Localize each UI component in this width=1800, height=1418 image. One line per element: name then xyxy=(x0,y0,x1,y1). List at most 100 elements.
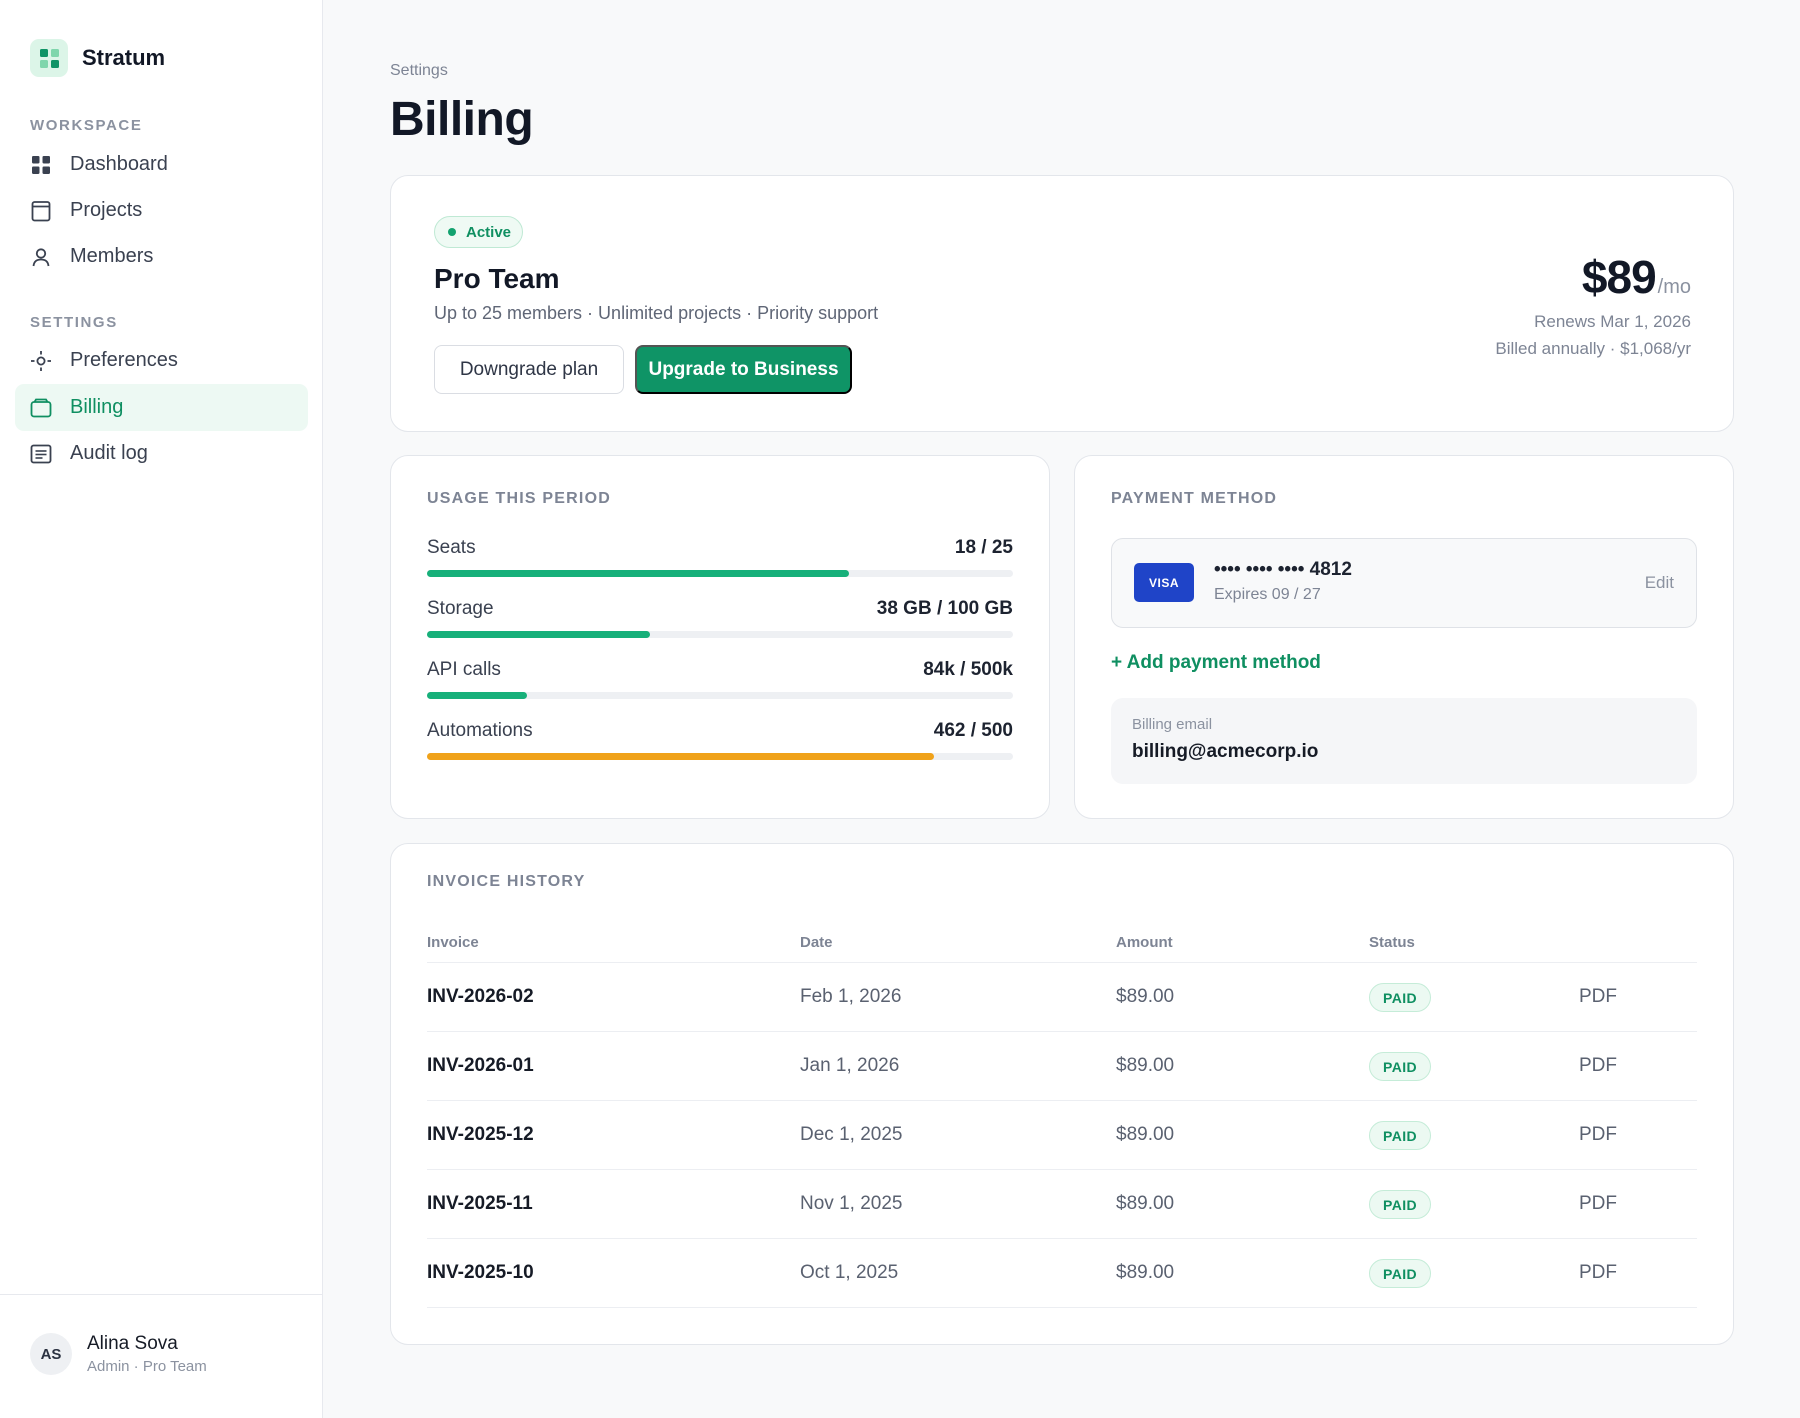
avatar: AS xyxy=(30,1333,72,1375)
payment-card: PAYMENT METHOD VISA •••• •••• •••• 4812 … xyxy=(1074,455,1734,819)
breadcrumb[interactable]: Settings xyxy=(390,62,448,79)
sliders-icon xyxy=(30,350,52,372)
invoice-amount: $89.00 xyxy=(1116,1262,1175,1283)
sidebar-item-label: Projects xyxy=(70,199,143,221)
invoice-date: Oct 1, 2025 xyxy=(800,1262,899,1283)
saved-card: VISA •••• •••• •••• 4812 Expires 09 / 27… xyxy=(1111,538,1697,628)
table-row[interactable]: INV-2025-10 Oct 1, 2025 $89.00 PAID PDF xyxy=(427,1239,1697,1308)
sidebar: Stratum WORKSPACE Dashboard Projects Mem… xyxy=(0,0,323,1418)
invoice-id: INV-2026-02 xyxy=(427,986,534,1007)
status-badge: Active xyxy=(434,216,524,248)
table-row[interactable]: INV-2025-11 Nov 1, 2025 $89.00 PAID PDF xyxy=(427,1170,1697,1239)
usage-value: 18 / 25 xyxy=(954,537,1013,558)
invoice-heading: INVOICE HISTORY xyxy=(427,873,586,890)
app-name: Stratum xyxy=(82,45,166,70)
price-period: /mo xyxy=(1657,276,1691,298)
sidebar-item-billing[interactable]: Billing xyxy=(15,384,308,431)
column-header-date: Date xyxy=(800,934,833,951)
wallet-icon xyxy=(30,397,52,419)
invoice-amount: $89.00 xyxy=(1116,1193,1175,1214)
usage-label: Automations xyxy=(427,720,533,741)
sidebar-item-members[interactable]: Members xyxy=(15,233,308,280)
status-badge: PAID xyxy=(1369,1190,1432,1219)
download-pdf-link[interactable]: PDF xyxy=(1579,1262,1617,1283)
usage-progress-fill xyxy=(427,570,849,577)
usage-progress-fill xyxy=(427,753,935,760)
table-row[interactable]: INV-2026-02 Feb 1, 2026 $89.00 PAID PDF xyxy=(427,963,1697,1032)
upgrade-plan-button[interactable]: Upgrade to Business xyxy=(635,345,852,394)
edit-card-link[interactable]: Edit xyxy=(1644,573,1674,592)
plan-price: $89/mo xyxy=(1582,250,1691,304)
price-amount: $89 xyxy=(1581,251,1657,303)
download-pdf-link[interactable]: PDF xyxy=(1579,1055,1617,1076)
usage-label: API calls xyxy=(427,659,501,680)
card-number: •••• •••• •••• 4812 xyxy=(1214,559,1352,580)
sidebar-divider xyxy=(0,1294,323,1295)
usage-progress-track xyxy=(427,753,1013,760)
invoice-date: Feb 1, 2026 xyxy=(800,986,902,1007)
invoice-amount: $89.00 xyxy=(1116,1124,1175,1145)
status-badge: PAID xyxy=(1369,1259,1432,1288)
download-pdf-link[interactable]: PDF xyxy=(1579,1193,1617,1214)
status-dot-icon xyxy=(448,228,456,236)
plan-name: Pro Team xyxy=(434,263,560,294)
sidebar-item-audit-log[interactable]: Audit log xyxy=(15,430,308,477)
folder-icon xyxy=(30,200,52,222)
plan-features: Up to 25 members · Unlimited projects · … xyxy=(434,303,879,323)
billing-email-box[interactable]: Billing email billing@acmecorp.io xyxy=(1111,698,1697,784)
payment-heading: PAYMENT METHOD xyxy=(1111,490,1278,507)
status-badge: PAID xyxy=(1369,1052,1432,1081)
usage-heading: USAGE THIS PERIOD xyxy=(427,490,611,507)
billing-email-value: billing@acmecorp.io xyxy=(1132,741,1319,762)
table-row[interactable]: INV-2026-01 Jan 1, 2026 $89.00 PAID PDF xyxy=(427,1032,1697,1101)
sidebar-item-projects[interactable]: Projects xyxy=(15,187,308,234)
usage-progress-track xyxy=(427,692,1013,699)
sidebar-item-preferences[interactable]: Preferences xyxy=(15,337,308,384)
renewal-date: Renews Mar 1, 2026 xyxy=(1534,312,1691,331)
add-payment-method-link[interactable]: + Add payment method xyxy=(1111,652,1321,673)
download-pdf-link[interactable]: PDF xyxy=(1579,1124,1617,1145)
invoice-amount: $89.00 xyxy=(1116,986,1175,1007)
usage-value: 38 GB / 100 GB xyxy=(876,598,1013,619)
usage-card: USAGE THIS PERIOD Seats 18 / 25 Storage 38 … xyxy=(390,455,1050,819)
column-header-status: Status xyxy=(1369,934,1415,951)
workspace-heading: WORKSPACE xyxy=(30,117,143,134)
invoice-date: Jan 1, 2026 xyxy=(800,1055,900,1076)
invoice-id: INV-2026-01 xyxy=(427,1055,534,1076)
page-title: Billing xyxy=(390,93,534,146)
usage-progress-fill xyxy=(427,692,527,699)
list-icon xyxy=(30,443,52,465)
usage-label: Storage xyxy=(427,598,494,619)
status-badge: PAID xyxy=(1369,983,1432,1012)
visa-card-icon: VISA xyxy=(1134,563,1194,602)
invoice-date: Nov 1, 2025 xyxy=(800,1193,903,1214)
usage-label: Seats xyxy=(427,537,476,558)
invoice-card: INVOICE HISTORY Invoice Date Amount Stat… xyxy=(390,843,1734,1345)
downgrade-plan-button[interactable]: Downgrade plan xyxy=(434,345,624,394)
invoice-id: INV-2025-10 xyxy=(427,1262,534,1283)
user-role: Admin · Pro Team xyxy=(87,1358,207,1375)
invoice-id: INV-2025-12 xyxy=(427,1124,534,1145)
sidebar-item-label: Dashboard xyxy=(70,153,168,175)
grid-icon xyxy=(30,154,52,176)
usage-progress-track xyxy=(427,570,1013,577)
usage-value: 462 / 500 xyxy=(933,720,1013,741)
user-profile[interactable]: AS Alina Sova Admin · Pro Team xyxy=(30,1333,207,1375)
invoice-id: INV-2025-11 xyxy=(427,1193,533,1214)
usage-progress-fill xyxy=(427,631,650,638)
table-row[interactable]: INV-2025-12 Dec 1, 2025 $89.00 PAID PDF xyxy=(427,1101,1697,1170)
billing-email-label: Billing email xyxy=(1132,716,1213,733)
sidebar-item-label: Billing xyxy=(70,396,124,418)
status-badge: PAID xyxy=(1369,1121,1432,1150)
sidebar-item-label: Audit log xyxy=(70,442,148,464)
user-icon xyxy=(30,246,52,268)
column-header-amount: Amount xyxy=(1116,934,1173,951)
usage-value: 84k / 500k xyxy=(923,659,1013,680)
user-name: Alina Sova xyxy=(87,1333,178,1354)
grid-logo-icon xyxy=(30,39,68,77)
brand[interactable]: Stratum xyxy=(30,39,165,77)
download-pdf-link[interactable]: PDF xyxy=(1579,986,1617,1007)
sidebar-item-label: Preferences xyxy=(70,349,178,371)
sidebar-item-dashboard[interactable]: Dashboard xyxy=(15,141,308,188)
settings-heading: SETTINGS xyxy=(30,314,118,331)
